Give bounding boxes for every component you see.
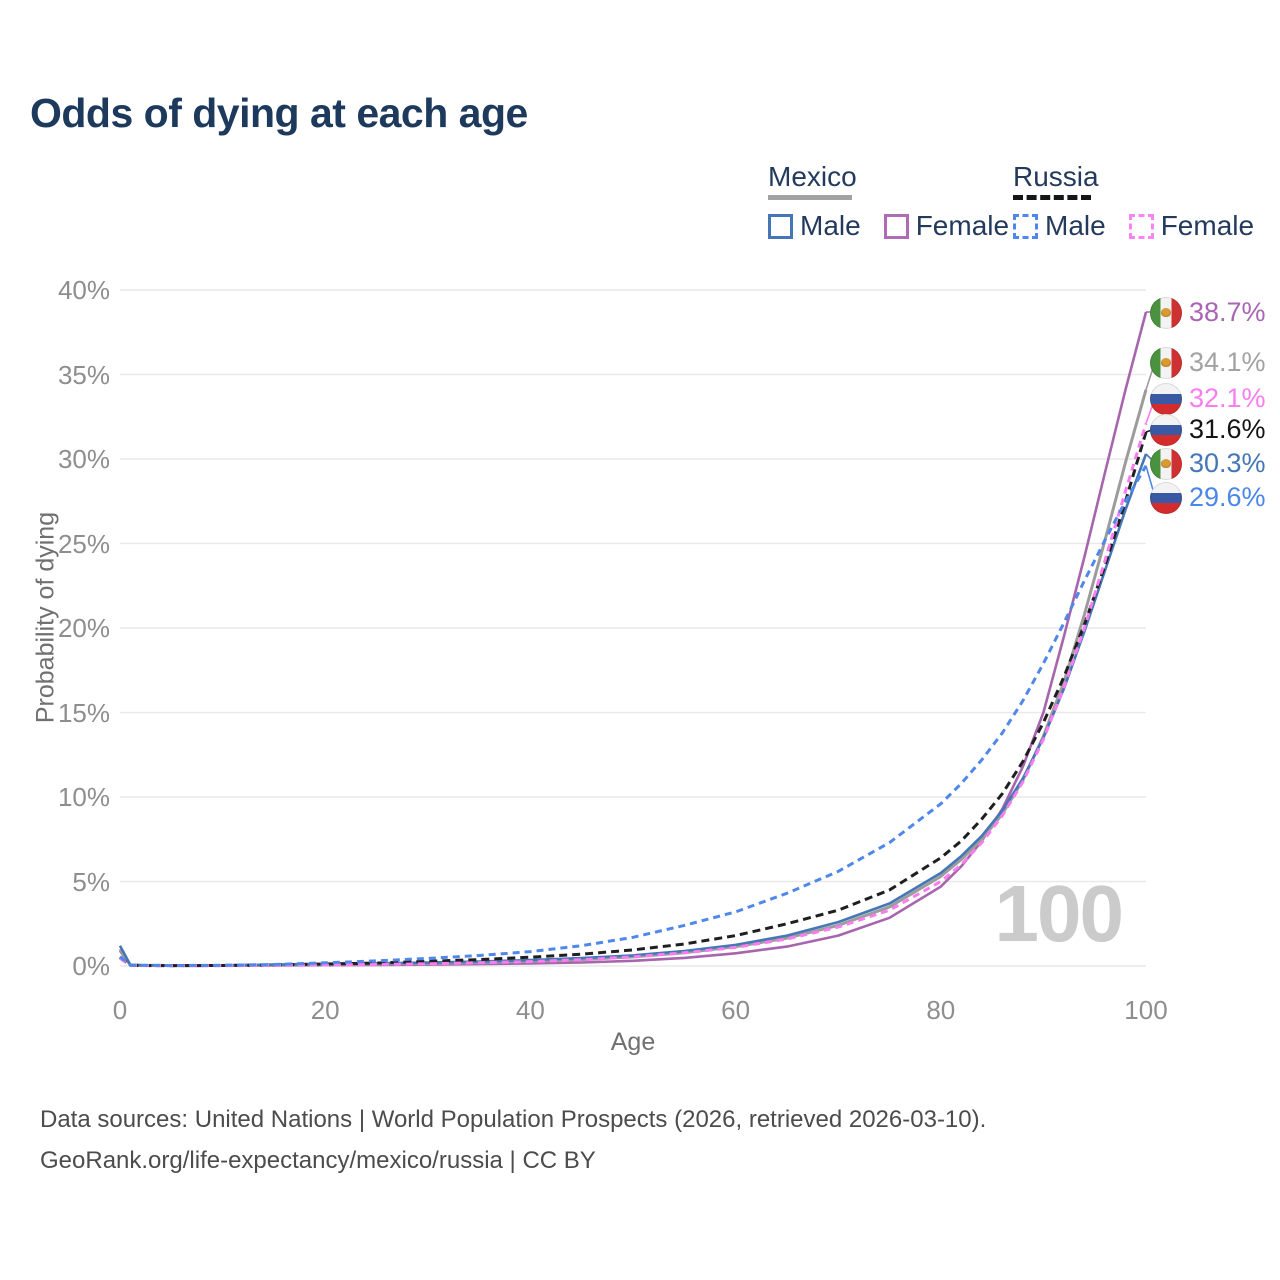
legend-row: Male Female xyxy=(768,211,1009,241)
legend-item-label: Female xyxy=(1160,210,1255,241)
russia-female-swatch-icon xyxy=(1128,213,1154,239)
series-line-mexico-both-sexes xyxy=(118,389,1148,967)
legend-item-label: Male xyxy=(1045,210,1106,241)
end-label-value: 31.6% xyxy=(1189,414,1266,444)
x-tick-label: 80 xyxy=(926,995,956,1025)
x-tick-label: 20 xyxy=(310,995,340,1025)
end-label-value: 30.3% xyxy=(1189,448,1266,478)
russia-male-swatch-icon xyxy=(1013,213,1038,239)
end-label-value: 38.7% xyxy=(1189,297,1266,327)
legend-country-label: Mexico xyxy=(768,161,857,192)
end-label-russia-both-sexes: 31.6% xyxy=(1150,413,1266,446)
plot-area xyxy=(118,289,1157,968)
russia-flag-icon xyxy=(1150,481,1182,514)
series-line-mexico-male xyxy=(118,453,1148,967)
legend-item-russia-male: Male xyxy=(1013,211,1106,241)
legend-item-label: Female xyxy=(915,210,1010,241)
series-line-russia-both-sexes xyxy=(119,431,1148,968)
x-axis-title: Age xyxy=(610,1028,656,1056)
end-label-value: 32.1% xyxy=(1189,383,1266,413)
mexico-male-swatch-icon xyxy=(768,213,793,239)
mexico-female-swatch-icon xyxy=(883,213,909,239)
legend-item-label: Male xyxy=(800,210,861,241)
y-tick-label: 15% xyxy=(57,697,110,728)
end-label-mexico-male: 30.3% xyxy=(1150,447,1266,480)
y-tick-label: 30% xyxy=(57,444,110,474)
end-label-mexico-female: 38.7% xyxy=(1150,296,1266,329)
end-label-value: 34.1% xyxy=(1189,347,1266,377)
legend-group-russia: Russia Male Female xyxy=(1013,162,1254,241)
footer-sources: Data sources: United Nations | World Pop… xyxy=(40,1106,987,1133)
y-tick-label: 5% xyxy=(72,866,110,897)
age-watermark: 100 xyxy=(994,869,1124,958)
mexico-flag-icon xyxy=(1150,447,1182,480)
legend-group-mexico: Mexico Male Female xyxy=(768,162,1009,241)
legend-item-mexico-female: Female xyxy=(883,210,1010,241)
russia-flag-icon xyxy=(1150,413,1182,446)
end-label-mexico-both-sexes: 34.1% xyxy=(1150,346,1266,379)
x-tick-label: 40 xyxy=(515,995,545,1025)
y-tick-label: 35% xyxy=(57,359,110,390)
end-label-russia-male: 29.6% xyxy=(1150,481,1266,514)
legend-row: Male Female xyxy=(1013,211,1254,241)
page-title: Odds of dying at each age xyxy=(30,90,528,136)
series-line-russia-male xyxy=(119,465,1148,967)
x-tick-label: 0 xyxy=(112,995,128,1025)
y-tick-label: 0% xyxy=(72,951,110,981)
x-tick-label: 60 xyxy=(721,995,751,1025)
legend-item-russia-female: Female xyxy=(1128,210,1255,241)
russia-flag-icon xyxy=(1150,382,1182,415)
y-tick-label: 40% xyxy=(57,275,110,305)
legend-dashed-line-swatch xyxy=(1013,195,1091,200)
footer-attribution: GeoRank.org/life-expectancy/mexico/russi… xyxy=(40,1147,596,1174)
end-label-value: 29.6% xyxy=(1189,482,1266,512)
y-tick-label: 25% xyxy=(57,528,110,559)
legend-item-mexico-male: Male xyxy=(768,211,861,241)
mexico-flag-icon xyxy=(1150,296,1182,329)
series-line-mexico-female xyxy=(118,311,1148,967)
legend-country-label: Russia xyxy=(1013,161,1099,192)
y-tick-label: 20% xyxy=(57,613,110,643)
mexico-flag-icon xyxy=(1150,346,1182,379)
x-tick-label: 100 xyxy=(1124,995,1168,1025)
series-line-russia-female xyxy=(119,423,1148,968)
legend-solid-line-swatch xyxy=(768,195,852,200)
y-tick-label: 10% xyxy=(57,782,110,812)
end-label-russia-female: 32.1% xyxy=(1150,382,1266,415)
